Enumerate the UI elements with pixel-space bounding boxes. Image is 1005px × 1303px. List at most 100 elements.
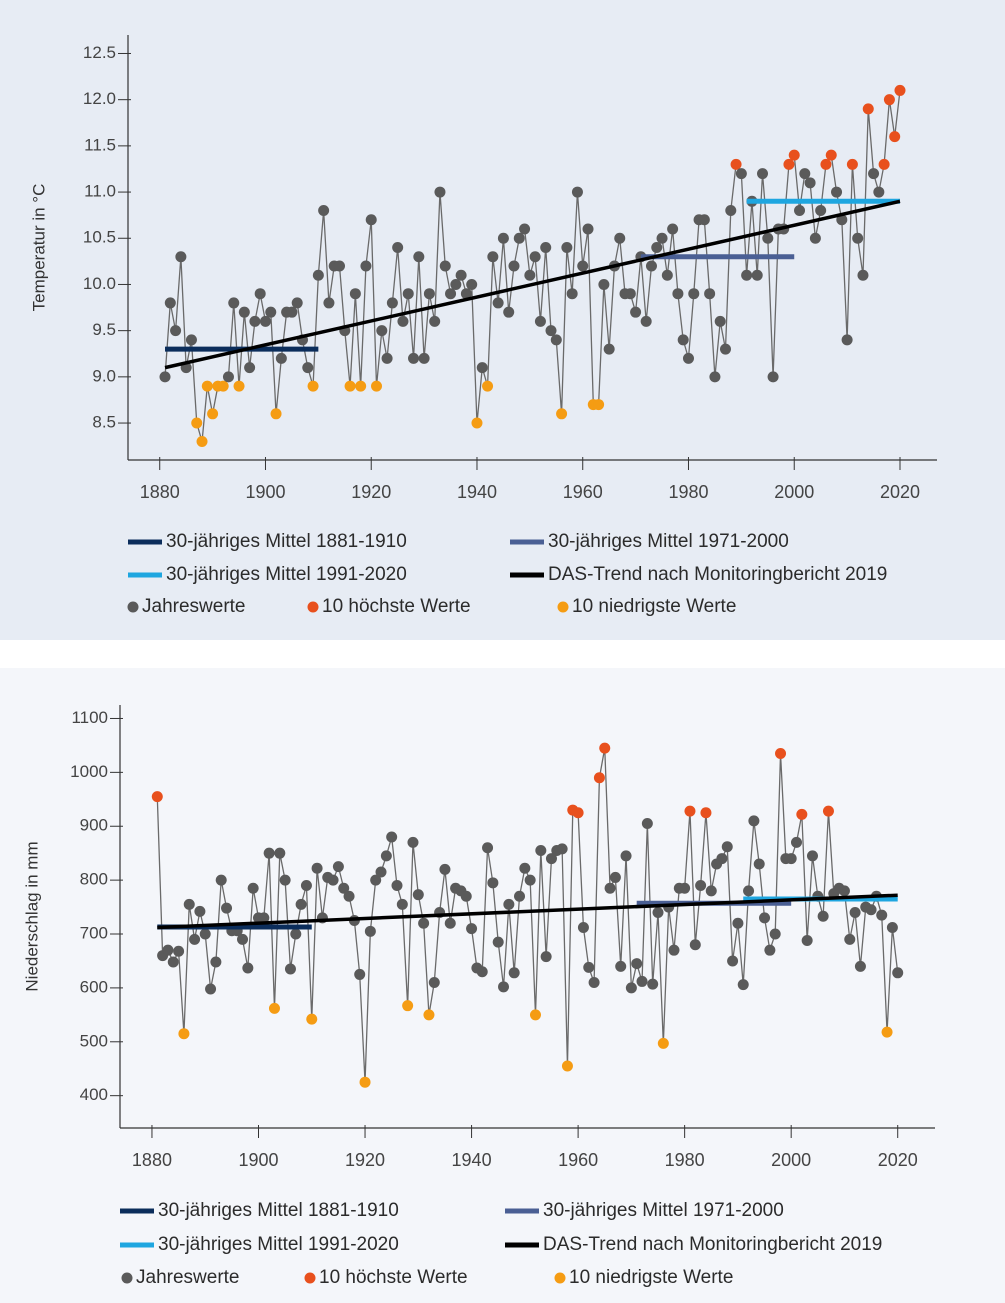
data-point <box>497 232 509 244</box>
y-tick-label: 10.5 <box>83 228 116 247</box>
data-point <box>684 805 696 817</box>
data-point <box>725 205 737 217</box>
legend-label: Jahreswerte <box>142 596 246 617</box>
data-point <box>849 906 861 918</box>
data-point <box>524 269 536 281</box>
y-tick-label: 9.5 <box>92 320 116 339</box>
data-point <box>689 939 701 951</box>
data-point <box>429 315 441 327</box>
data-point <box>624 288 636 300</box>
data-point <box>641 818 653 830</box>
data-point <box>561 242 573 253</box>
data-point <box>471 417 483 429</box>
data-point <box>620 850 632 862</box>
data-point <box>614 232 626 244</box>
data-point <box>593 772 605 784</box>
data-point <box>503 306 515 318</box>
data-point <box>698 214 710 226</box>
legend-label: 30-jähriges Mittel 1881-1910 <box>158 1200 399 1221</box>
x-tick-label: 1880 <box>132 1150 172 1170</box>
data-point <box>396 898 408 910</box>
data-point <box>318 205 330 217</box>
data-point <box>375 866 387 878</box>
x-tick-label: 1980 <box>665 1150 705 1170</box>
data-point <box>603 343 615 355</box>
data-point <box>876 909 888 921</box>
legend-label: 30-jähriges Mittel 1991-2020 <box>166 564 407 585</box>
data-point <box>170 325 182 337</box>
data-point <box>215 874 227 886</box>
data-point <box>796 808 808 820</box>
data-point <box>719 343 731 355</box>
data-point <box>242 962 254 974</box>
data-point <box>323 297 335 309</box>
x-tick-label: 1940 <box>452 1150 492 1170</box>
x-tick-label: 1900 <box>238 1150 278 1170</box>
legend-label: 30-jähriges Mittel 1881-1910 <box>166 531 407 552</box>
x-tick-label: 1900 <box>245 482 285 502</box>
data-point <box>732 917 744 929</box>
y-tick-label: 11.0 <box>84 182 116 201</box>
data-point <box>247 882 259 894</box>
data-point <box>566 288 578 300</box>
x-tick-label: 1960 <box>563 482 603 502</box>
data-point <box>397 315 409 327</box>
data-point <box>630 306 642 318</box>
data-point <box>647 978 659 990</box>
trend-line <box>157 893 898 930</box>
data-point <box>783 158 795 170</box>
data-point <box>571 186 583 198</box>
data-point <box>682 352 694 364</box>
data-point <box>695 880 707 892</box>
data-point <box>466 278 478 290</box>
data-point <box>762 232 774 244</box>
data-point <box>854 960 866 972</box>
y-tick-label: 10.0 <box>83 274 116 293</box>
data-point <box>344 380 356 392</box>
legend-label: Jahreswerte <box>136 1267 240 1288</box>
data-point <box>159 371 171 383</box>
data-point <box>820 158 832 170</box>
legend-label: DAS-Trend nach Monitoringbericht 2019 <box>548 564 887 585</box>
data-point <box>233 380 245 392</box>
data-point <box>370 874 382 886</box>
data-point <box>534 315 546 327</box>
data-point <box>175 251 187 263</box>
data-point <box>164 297 176 309</box>
data-point <box>201 380 213 392</box>
legend-swatch <box>127 601 139 613</box>
y-axis-label: Niederschlag in mm <box>22 841 41 991</box>
legend-swatch <box>121 1272 133 1284</box>
x-tick-label: 2020 <box>880 482 920 502</box>
data-point <box>556 408 568 420</box>
data-point <box>444 917 456 929</box>
data-point <box>743 885 755 897</box>
data-point <box>460 288 472 300</box>
data-point <box>700 807 712 819</box>
data-point <box>540 242 552 253</box>
y-tick-label: 800 <box>80 870 108 889</box>
data-point <box>550 334 562 346</box>
data-point <box>332 861 344 873</box>
data-point <box>572 807 584 819</box>
data-point <box>661 269 673 281</box>
data-point <box>492 297 504 309</box>
data-point <box>514 890 526 902</box>
data-point <box>815 205 827 217</box>
data-point <box>545 325 557 337</box>
data-point <box>625 982 637 994</box>
data-point <box>844 933 856 945</box>
data-point <box>439 260 451 272</box>
data-point <box>460 890 472 902</box>
data-point <box>338 882 350 894</box>
data-point <box>737 979 749 991</box>
data-point <box>705 885 717 897</box>
data-point <box>173 945 185 957</box>
data-point <box>487 877 499 889</box>
legend-label: 30-jähriges Mittel 1971-2000 <box>548 531 789 552</box>
data-point <box>519 862 531 874</box>
data-point <box>365 214 377 226</box>
data-point <box>290 928 302 940</box>
y-tick-label: 500 <box>80 1031 108 1050</box>
